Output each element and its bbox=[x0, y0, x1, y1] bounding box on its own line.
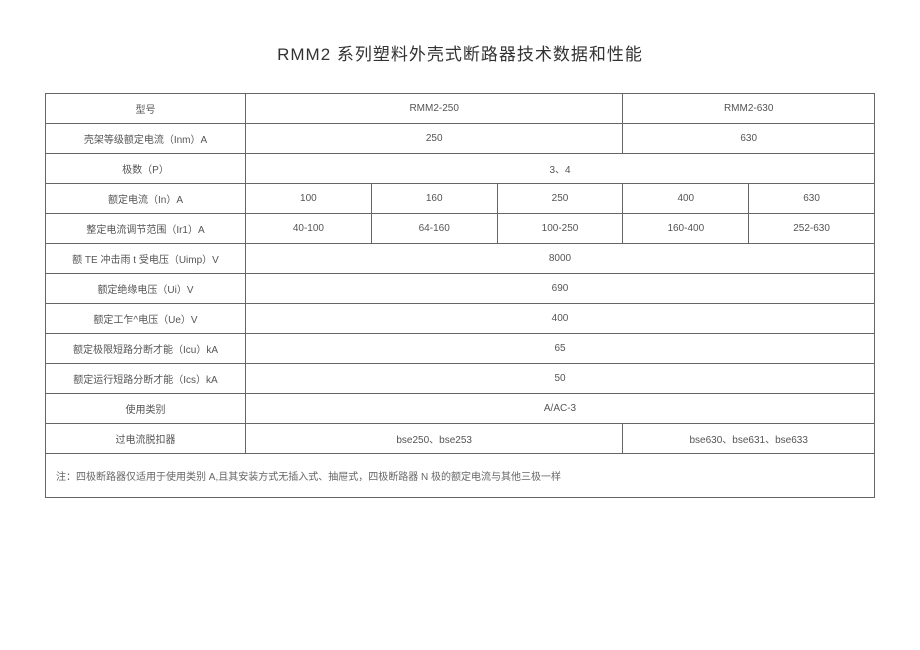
cell: 250 bbox=[246, 124, 623, 154]
table-row: 壳架等级额定电流（Inm）A 250 630 bbox=[46, 124, 875, 154]
page-title: RMM2 系列塑料外壳式断路器技术数据和性能 bbox=[45, 40, 875, 65]
row-label: 额定绝缘电压（Ui）V bbox=[46, 274, 246, 304]
cell: 160-400 bbox=[623, 214, 749, 244]
cell: 630 bbox=[749, 184, 875, 214]
table-row: 额定工乍^电压（Ue）V 400 bbox=[46, 304, 875, 334]
table-row: 使用类别 A/AC-3 bbox=[46, 394, 875, 424]
cell: bse250、bse253 bbox=[246, 424, 623, 454]
cell: 690 bbox=[246, 274, 875, 304]
row-label: 使用类别 bbox=[46, 394, 246, 424]
row-label: 整定电流调节范围（Ir1）A bbox=[46, 214, 246, 244]
cell: 252-630 bbox=[749, 214, 875, 244]
cell: 64-160 bbox=[371, 214, 497, 244]
cell: 65 bbox=[246, 334, 875, 364]
table-row: 极数（P） 3、4 bbox=[46, 154, 875, 184]
table-row: 额定电流（In）A 100 160 250 400 630 bbox=[46, 184, 875, 214]
row-label: 额定极限短路分断才能（Icu）kA bbox=[46, 334, 246, 364]
cell: 40-100 bbox=[246, 214, 372, 244]
cell: 8000 bbox=[246, 244, 875, 274]
row-label: 额定工乍^电压（Ue）V bbox=[46, 304, 246, 334]
cell: 250 bbox=[497, 184, 623, 214]
table-note-row: 注：四极断路器仅适用于使用类别 A,且其安装方式无插入式、抽屉式，四极断路器 N… bbox=[46, 454, 875, 498]
cell: 3、4 bbox=[246, 154, 875, 184]
cell: 50 bbox=[246, 364, 875, 394]
table-row: 型号 RMM2-250 RMM2-630 bbox=[46, 94, 875, 124]
table-row: 额 TE 冲击雨 t 受电压（Uimp）V 8000 bbox=[46, 244, 875, 274]
table-row: 过电流脱扣器 bse250、bse253 bse630、bse631、bse63… bbox=[46, 424, 875, 454]
cell: 630 bbox=[623, 124, 875, 154]
cell: RMM2-630 bbox=[623, 94, 875, 124]
table-row: 额定绝缘电压（Ui）V 690 bbox=[46, 274, 875, 304]
row-label: 壳架等级额定电流（Inm）A bbox=[46, 124, 246, 154]
cell: 160 bbox=[371, 184, 497, 214]
cell: RMM2-250 bbox=[246, 94, 623, 124]
row-label: 额 TE 冲击雨 t 受电压（Uimp）V bbox=[46, 244, 246, 274]
cell: A/AC-3 bbox=[246, 394, 875, 424]
row-label: 型号 bbox=[46, 94, 246, 124]
cell: 400 bbox=[246, 304, 875, 334]
cell: 100 bbox=[246, 184, 372, 214]
cell: 400 bbox=[623, 184, 749, 214]
row-label: 过电流脱扣器 bbox=[46, 424, 246, 454]
row-label: 额定电流（In）A bbox=[46, 184, 246, 214]
table-row: 整定电流调节范围（Ir1）A 40-100 64-160 100-250 160… bbox=[46, 214, 875, 244]
row-label: 极数（P） bbox=[46, 154, 246, 184]
table-row: 额定极限短路分断才能（Icu）kA 65 bbox=[46, 334, 875, 364]
cell: 100-250 bbox=[497, 214, 623, 244]
row-label: 额定运行短路分断才能（Ics）kA bbox=[46, 364, 246, 394]
table-row: 额定运行短路分断才能（Ics）kA 50 bbox=[46, 364, 875, 394]
cell: bse630、bse631、bse633 bbox=[623, 424, 875, 454]
note-text: 注：四极断路器仅适用于使用类别 A,且其安装方式无插入式、抽屉式，四极断路器 N… bbox=[46, 454, 875, 498]
spec-table: 型号 RMM2-250 RMM2-630 壳架等级额定电流（Inm）A 250 … bbox=[45, 93, 875, 498]
